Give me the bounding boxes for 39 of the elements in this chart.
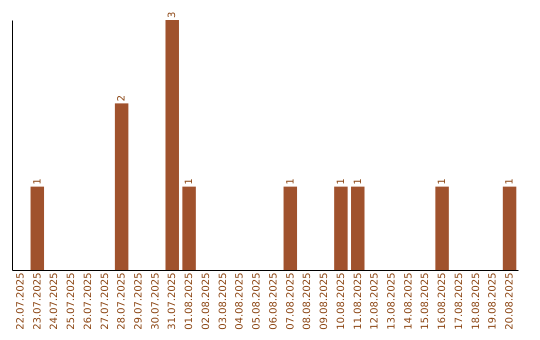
x-tick-label: 05.08.2025 [252,272,263,330]
data-label: 1 [504,178,516,185]
x-tick-label: 29.07.2025 [134,272,144,330]
data-label: 1 [437,178,448,185]
x-tick-label: 28.07.2025 [116,272,128,330]
data-label: 3 [167,12,178,18]
x-tick-label: 01.08.2025 [184,272,196,330]
x-tick-label: 14.08.2025 [403,272,414,330]
x-tick-label: 16.08.2025 [437,272,448,330]
x-tick-label: 22.07.2025 [15,272,26,330]
data-label: 2 [116,94,128,102]
data-label: 1 [352,178,364,185]
x-tick-label: 18.08.2025 [470,272,482,330]
x-tick-label: 07.08.2025 [285,272,296,330]
x-tick-label: 24.07.2025 [49,272,60,330]
x-tick-label: 19.08.2025 [488,272,499,330]
x-tick-label: 04.08.2025 [234,272,246,330]
data-label: 1 [184,178,196,185]
x-tick-label: 25.07.2025 [66,272,78,330]
x-tick-label: 31.07.2025 [167,272,178,330]
x-tick-label: 13.08.2025 [386,272,398,330]
x-tick-label: 10.08.2025 [336,272,347,330]
x-tick-label: 02.08.2025 [200,272,212,330]
x-tick-label: 15.08.2025 [420,272,432,330]
x-tick-label: 08.08.2025 [302,272,314,330]
x-tick-label: 26.07.2025 [82,272,94,330]
data-label: 1 [285,178,296,185]
x-tick-label: 03.08.2025 [218,272,229,330]
x-tick-label: 27.07.2025 [100,272,111,330]
data-label: 1 [32,178,44,185]
x-tick-label: 30.07.2025 [150,272,162,330]
x-tick-label: 23.07.2025 [32,272,44,330]
data-label: 1 [336,178,347,185]
x-tick-label: 11.08.2025 [352,272,364,330]
x-tick-label: 17.08.2025 [454,272,465,330]
x-tick-label: 12.08.2025 [370,272,381,330]
x-tick-label: 06.08.2025 [268,272,280,330]
x-tick-label: 20.08.2025 [504,272,516,330]
x-tick-label: 09.08.2025 [319,272,330,330]
